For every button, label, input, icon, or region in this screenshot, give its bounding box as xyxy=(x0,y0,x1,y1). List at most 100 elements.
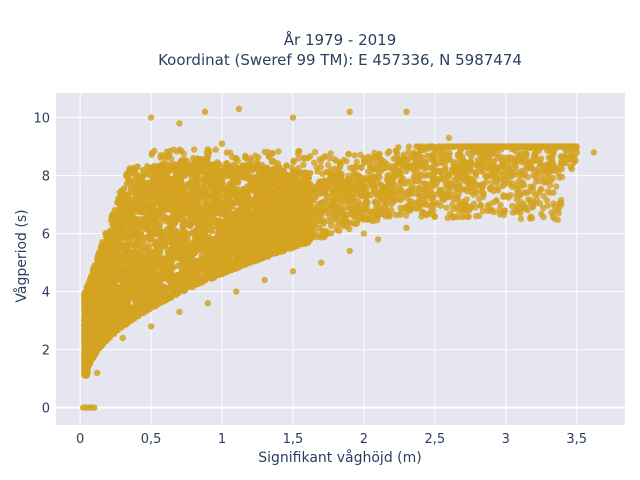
data-point xyxy=(103,240,110,247)
data-point xyxy=(255,154,262,161)
data-point xyxy=(170,191,177,198)
data-point xyxy=(132,197,139,204)
data-point xyxy=(92,299,99,307)
data-point xyxy=(212,146,219,153)
data-point xyxy=(138,263,145,271)
data-point xyxy=(110,307,117,314)
data-point xyxy=(82,305,89,312)
data-point xyxy=(454,213,461,220)
data-point xyxy=(203,214,210,221)
data-point xyxy=(118,213,126,220)
data-point xyxy=(196,198,203,205)
data-point xyxy=(173,148,180,155)
data-point xyxy=(169,232,176,239)
data-point xyxy=(109,259,116,267)
data-point xyxy=(158,288,166,295)
data-point xyxy=(183,204,190,211)
data-point xyxy=(92,349,100,356)
data-point xyxy=(180,287,187,295)
data-point xyxy=(81,369,89,377)
data-point xyxy=(110,214,118,221)
data-point xyxy=(186,257,193,264)
data-point xyxy=(98,285,105,292)
data-point xyxy=(546,182,554,189)
data-point xyxy=(171,287,178,294)
data-point xyxy=(133,280,140,288)
data-point xyxy=(168,280,176,288)
data-point xyxy=(103,302,110,310)
data-point xyxy=(89,336,96,343)
data-point xyxy=(241,201,248,208)
data-point xyxy=(142,234,149,241)
data-point xyxy=(264,186,271,194)
data-point xyxy=(210,253,217,261)
data-point xyxy=(203,247,210,254)
data-point xyxy=(151,176,158,184)
data-point xyxy=(193,259,201,266)
data-point xyxy=(265,152,272,160)
data-point xyxy=(210,274,218,281)
data-point xyxy=(157,257,164,265)
data-point xyxy=(209,268,216,275)
data-point xyxy=(123,298,130,305)
data-point xyxy=(147,228,154,236)
data-point xyxy=(126,167,133,174)
data-point xyxy=(236,174,243,182)
data-point xyxy=(104,276,111,283)
data-point xyxy=(515,208,522,215)
data-point xyxy=(134,163,141,171)
data-point xyxy=(168,272,176,279)
data-point xyxy=(319,170,326,177)
data-point xyxy=(151,272,159,279)
data-point xyxy=(133,274,141,281)
data-point xyxy=(201,192,208,199)
data-point xyxy=(549,213,557,221)
data-point xyxy=(82,316,89,323)
data-point xyxy=(92,288,99,295)
data-point xyxy=(149,149,156,157)
data-point xyxy=(82,289,90,297)
data-point xyxy=(509,183,516,191)
data-point xyxy=(195,204,202,212)
data-point xyxy=(275,148,282,155)
data-point xyxy=(102,322,110,329)
data-point xyxy=(194,234,202,241)
data-point xyxy=(245,160,252,167)
data-point xyxy=(193,187,200,194)
data-point xyxy=(443,204,450,211)
data-point xyxy=(143,295,150,302)
data-point xyxy=(189,271,196,278)
data-point xyxy=(343,158,350,165)
data-point xyxy=(162,215,170,222)
data-point xyxy=(191,146,198,153)
data-point xyxy=(158,173,166,180)
data-point xyxy=(109,221,116,229)
data-point xyxy=(139,282,146,289)
data-point xyxy=(180,150,187,157)
data-point xyxy=(219,185,226,192)
data-point xyxy=(160,266,168,273)
data-point xyxy=(256,193,263,200)
data-point xyxy=(273,172,280,179)
data-point xyxy=(310,159,318,166)
data-point xyxy=(269,177,276,184)
data-point xyxy=(149,197,156,204)
data-point xyxy=(163,226,171,233)
data-point xyxy=(473,213,480,220)
data-point xyxy=(128,213,135,221)
data-point xyxy=(216,218,224,225)
data-point xyxy=(153,282,160,289)
data-point xyxy=(182,269,189,276)
data-point xyxy=(89,277,96,284)
data-point xyxy=(199,229,207,236)
data-point xyxy=(201,170,208,178)
data-point xyxy=(179,237,186,245)
data-point xyxy=(115,319,123,326)
data-point xyxy=(192,279,199,286)
data-point xyxy=(97,272,104,280)
data-point xyxy=(133,180,141,187)
data-point xyxy=(133,265,140,272)
data-point xyxy=(448,212,456,220)
data-point xyxy=(177,254,184,261)
data-point xyxy=(229,203,236,210)
